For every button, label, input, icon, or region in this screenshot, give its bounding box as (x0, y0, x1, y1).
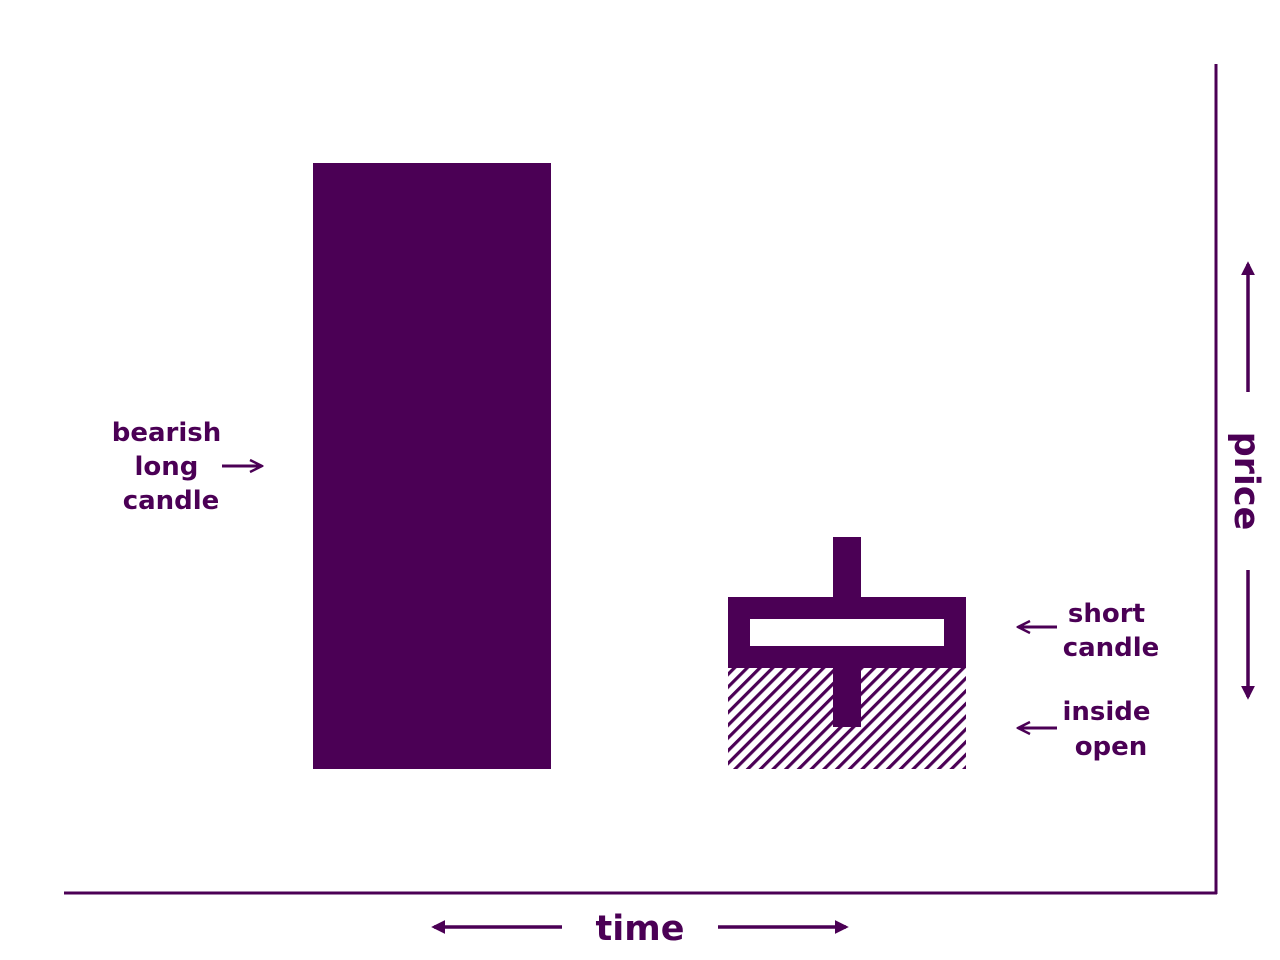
short-candle-upper-wick (833, 537, 861, 599)
inside-open-label: inside open (1062, 697, 1159, 762)
short-candle-body-hollow (750, 619, 944, 646)
bearish-long-candle (313, 163, 551, 769)
short-candle-lower-wick (833, 666, 861, 727)
x-axis-label: time (596, 909, 685, 949)
bearish-long-candle-label: bearish long candle (112, 418, 231, 516)
y-axis-label: price (1226, 432, 1266, 531)
short-candle-label: short candle (1063, 599, 1160, 663)
